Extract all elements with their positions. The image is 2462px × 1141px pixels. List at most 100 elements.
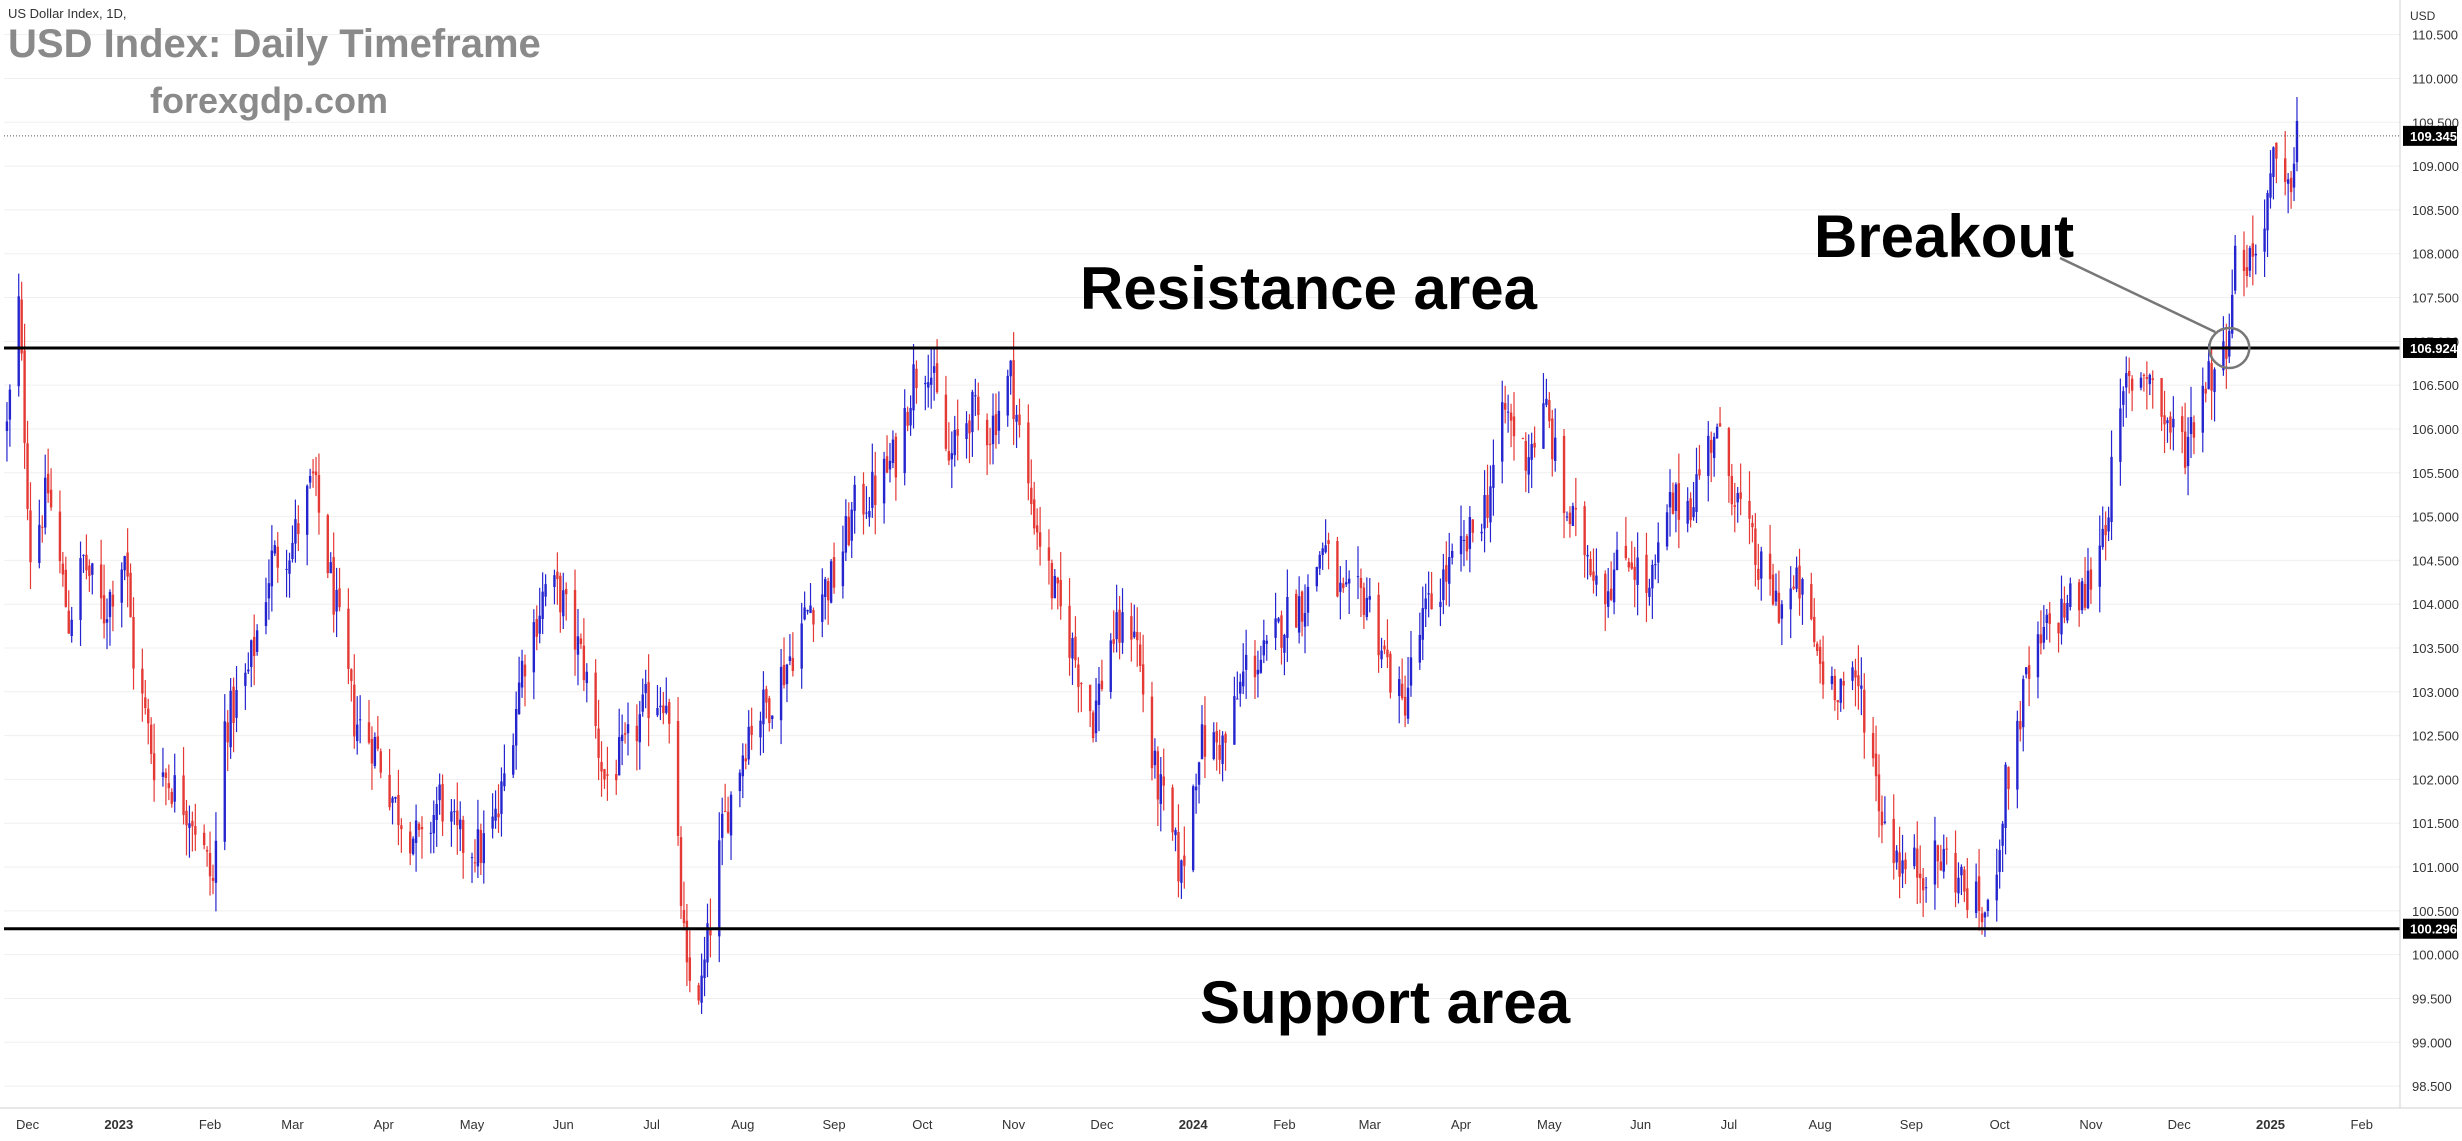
candle-body [1303, 613, 1307, 627]
candle-body [470, 857, 474, 859]
candle-body [532, 622, 536, 673]
candle-body [1150, 696, 1154, 769]
candle-body [1183, 855, 1186, 866]
candle-body [1342, 583, 1345, 589]
candle-body [1059, 580, 1062, 607]
candle-body [211, 877, 215, 881]
candle-body [1133, 631, 1136, 638]
candle-body [1233, 696, 1236, 745]
candle-body [1586, 554, 1589, 557]
candle-body [2016, 720, 2019, 790]
candle-body [1462, 539, 1466, 542]
chart-subtitle: forexgdp.com [150, 80, 389, 121]
candle-body [367, 722, 371, 743]
candle-body [1380, 650, 1383, 660]
candle-body [573, 589, 577, 650]
candle-body [1665, 512, 1669, 547]
candle-body [662, 705, 665, 714]
candle-body [1236, 698, 1239, 700]
candle-body [1439, 601, 1442, 608]
candle-body [226, 722, 229, 743]
candle-body [8, 389, 12, 420]
candle-body [1174, 830, 1177, 836]
candle-body [738, 772, 742, 792]
candle-body [2063, 603, 2066, 618]
candle-body [44, 477, 47, 528]
candle-body [514, 709, 518, 746]
candle-body [5, 421, 9, 432]
candle-body [373, 737, 377, 766]
candle-body [1297, 596, 1301, 633]
x-tick-label: Dec [16, 1117, 40, 1132]
candle-body [161, 772, 165, 777]
candle-body [1942, 848, 1945, 872]
y-tick-label: 101.000 [2412, 860, 2459, 875]
candle-body [1818, 646, 1822, 664]
candle-body [2166, 420, 2169, 424]
candle-body [535, 619, 538, 637]
candle-body [985, 419, 989, 446]
support-annotation: Support area [1200, 969, 1571, 1036]
candle-body [1109, 640, 1112, 692]
candle-body [829, 561, 833, 603]
candle-body [915, 368, 918, 389]
candle-body [1933, 840, 1937, 885]
candle-body [1489, 486, 1492, 523]
candle-body [1877, 774, 1881, 812]
candle-body [894, 436, 898, 478]
candle-body [338, 588, 341, 608]
candle-body [659, 705, 662, 708]
chart-title: USD Index: Daily Timeframe [8, 22, 541, 66]
candle-body [1277, 618, 1280, 622]
candle-body [1668, 491, 1672, 508]
candle-body [2127, 370, 2131, 377]
candle-body [1368, 596, 1371, 600]
candle-body [2263, 228, 2266, 252]
candle-body [2275, 142, 2278, 159]
candle-body [544, 584, 547, 597]
candle-body [129, 572, 132, 618]
candle-body [1336, 541, 1339, 597]
candle-body [850, 509, 853, 541]
candle-body [1957, 877, 1960, 894]
candle-body [2242, 249, 2246, 271]
candle-body [909, 408, 912, 426]
candle-body [2119, 408, 2122, 462]
candle-body [1356, 576, 1360, 578]
candle-body [1053, 575, 1057, 599]
candle-body [729, 794, 733, 836]
x-tick-label: Mar [1359, 1117, 1382, 1132]
candle-body [1774, 590, 1778, 602]
candle-body [1645, 554, 1648, 593]
x-tick-label: Jun [1630, 1117, 1651, 1132]
candle-body [585, 671, 589, 684]
candle-body [615, 774, 618, 781]
candle-body [1200, 724, 1204, 760]
candle-body [1736, 492, 1739, 503]
candle-body [2292, 163, 2296, 188]
candle-body [1294, 593, 1298, 628]
candle-body [1533, 442, 1536, 448]
candle-body [1633, 566, 1636, 580]
x-tick-label: May [1537, 1117, 1562, 1132]
candle-body [1033, 499, 1036, 529]
candle-body [61, 563, 65, 575]
candle-body [806, 610, 809, 612]
candle-body [1874, 753, 1878, 777]
candle-body [1863, 689, 1866, 733]
candle-body [409, 831, 412, 854]
candle-body [2139, 377, 2143, 388]
candle-body [1153, 750, 1157, 766]
candle-body [205, 850, 209, 852]
candle-body [1854, 670, 1857, 678]
candle-body [559, 575, 562, 613]
candle-body [644, 683, 647, 694]
candle-body [441, 784, 444, 822]
y-tick-label: 104.000 [2412, 597, 2459, 612]
candle-body [1574, 508, 1578, 510]
candle-body [132, 617, 135, 669]
candle-body [2089, 569, 2093, 590]
candle-body [435, 804, 438, 820]
candle-body [170, 792, 173, 804]
